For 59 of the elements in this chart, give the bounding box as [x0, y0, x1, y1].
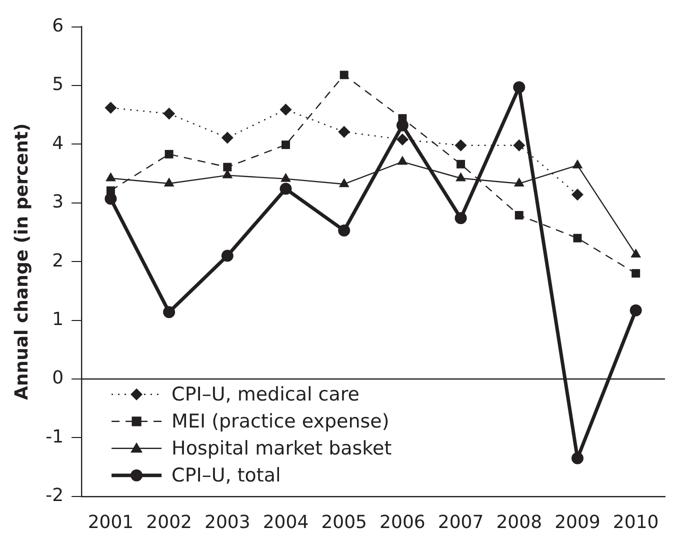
legend-label: MEI (practice expense) [172, 410, 390, 432]
point [163, 108, 176, 120]
point [163, 306, 176, 318]
point [338, 126, 350, 138]
x-tick-label: 2007 [438, 512, 484, 533]
point [571, 452, 584, 464]
point [630, 304, 642, 316]
point [514, 210, 524, 220]
point [456, 172, 466, 182]
point [571, 188, 584, 201]
point [340, 70, 348, 80]
legend-label: CPI–U, total [172, 464, 281, 486]
y-tick-label: 6 [52, 15, 64, 36]
y-tick-label: 5 [52, 74, 64, 96]
point [397, 156, 408, 165]
point [514, 178, 524, 187]
point [573, 234, 582, 242]
y-tick-label: 0 [52, 368, 64, 389]
point [280, 172, 291, 182]
point [513, 81, 526, 94]
point [280, 182, 292, 195]
y-tick-label: 3 [52, 192, 64, 213]
point [221, 132, 234, 144]
legend-label: Hospital market basket [172, 437, 392, 460]
point [572, 159, 583, 168]
y-tick-label: -1 [46, 426, 64, 448]
point [104, 102, 117, 114]
legend-label: CPI–U, medical care [172, 383, 360, 406]
point [280, 104, 292, 116]
point [164, 150, 174, 158]
point [282, 140, 290, 150]
x-tick-label: 2008 [496, 512, 542, 533]
x-tick-label: 2009 [554, 512, 600, 533]
point [338, 178, 350, 188]
x-tick-label: 2010 [612, 512, 659, 533]
point [106, 172, 116, 182]
x-tick-label: 2004 [262, 512, 309, 533]
y-tick-label: 4 [52, 132, 64, 154]
point [454, 212, 467, 224]
x-tick-label: 2001 [88, 512, 134, 533]
point [632, 269, 640, 278]
y-tick-label: -2 [46, 485, 64, 506]
y-tick-label: 1 [52, 308, 64, 330]
y-axis-title: Annual change (in percent) [11, 123, 32, 400]
point [221, 250, 234, 262]
x-tick-label: 2006 [380, 512, 426, 533]
point [630, 248, 642, 258]
point [396, 134, 408, 146]
point [513, 139, 526, 152]
point [223, 162, 232, 172]
point [454, 139, 467, 152]
y-tick-label: 2 [52, 250, 64, 272]
point [106, 186, 115, 195]
point [456, 160, 466, 168]
x-tick-label: 2003 [204, 512, 250, 533]
point [338, 224, 350, 236]
point [164, 178, 174, 187]
x-tick-label: 2002 [146, 512, 192, 533]
x-tick-label: 2005 [321, 512, 368, 533]
